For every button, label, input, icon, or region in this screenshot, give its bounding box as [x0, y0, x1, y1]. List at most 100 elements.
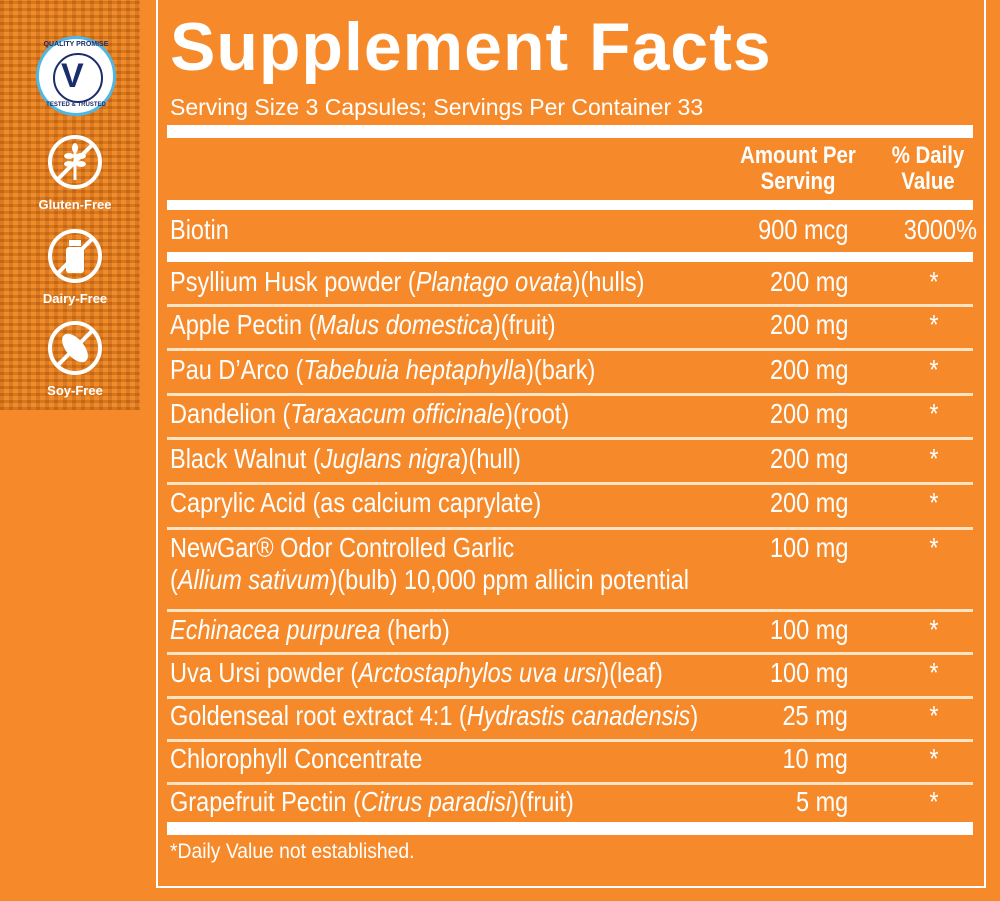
divider-bar: [167, 200, 973, 210]
dairy-free-label: Dairy-Free: [42, 291, 108, 306]
name-text: )(hulls): [572, 266, 645, 297]
row-divider: [167, 652, 973, 655]
daily-value: *: [929, 443, 939, 474]
row-divider: [167, 393, 973, 396]
name-text: ): [690, 700, 699, 731]
amount-per-serving: 100 mg: [769, 657, 848, 688]
amount-per-serving: 100 mg: [769, 614, 848, 645]
amount-per-serving: 200 mg: [769, 354, 848, 385]
divider-bar: [167, 125, 973, 138]
latin-name: Tabebuia heptaphylla: [303, 354, 527, 385]
ingredient-name: Chlorophyll Concentrate: [170, 743, 422, 775]
daily-value: *: [929, 354, 939, 385]
supplement-facts-panel: [156, 0, 986, 888]
ingredient-name: Caprylic Acid (as calcium caprylate): [170, 487, 541, 519]
quality-ring: [53, 53, 103, 103]
latin-name: Citrus paradisi: [360, 786, 512, 817]
row-divider: [167, 609, 973, 612]
gluten-free-badge: Gluten-Free: [30, 134, 120, 212]
row-divider: [167, 437, 973, 440]
dairy-free-badge: Dairy-Free: [30, 228, 120, 306]
name-text: (herb): [380, 614, 450, 645]
soy-free-badge: Soy-Free: [30, 320, 120, 398]
daily-value: *: [929, 309, 939, 340]
amount-per-serving: 200 mg: [769, 266, 848, 297]
amount-per-serving: 900 mcg: [757, 214, 848, 245]
name-text: )(fruit): [511, 786, 574, 817]
row-divider: [167, 782, 973, 785]
amount-per-serving: 200 mg: [769, 487, 848, 518]
latin-name: Echinacea purpurea: [170, 614, 381, 645]
row-divider: [167, 739, 973, 742]
footnote: *Daily Value not established.: [170, 840, 415, 863]
ingredient-name: Apple Pectin (Malus domestica)(fruit): [170, 309, 556, 341]
daily-value: *: [929, 614, 939, 645]
amount-per-serving: 25 mg: [782, 700, 848, 731]
ingredient-name: Uva Ursi powder (Arctostaphylos uva ursi…: [170, 657, 663, 689]
milk-bottle-crossed-icon: [48, 229, 102, 283]
latin-name: Malus domestica: [316, 309, 493, 340]
divider-bar: [167, 252, 973, 262]
quality-promise-badge: QUALITY PROMISE V TESTED & TRUSTED: [36, 36, 116, 116]
ingredient-name: Biotin: [170, 214, 229, 246]
amount-per-serving: 200 mg: [769, 398, 848, 429]
row-divider: [167, 482, 973, 485]
daily-value: *: [929, 657, 939, 688]
header-daily-value: % Daily Value: [891, 142, 965, 195]
name-text: Biotin: [170, 214, 229, 245]
amount-per-serving: 200 mg: [769, 309, 848, 340]
name-text: Dandelion (: [170, 398, 291, 429]
name-text: Caprylic Acid (as calcium caprylate): [170, 487, 542, 518]
row-divider: [167, 696, 973, 699]
name-text: Apple Pectin (: [170, 309, 317, 340]
divider-bar: [167, 822, 973, 835]
ingredient-name: Psyllium Husk powder (Plantago ovata)(hu…: [170, 266, 645, 298]
name-text: )(root): [505, 398, 570, 429]
soy-free-label: Soy-Free: [47, 383, 103, 398]
name-text: Uva Ursi powder (: [170, 657, 359, 688]
amount-per-serving: 10 mg: [782, 743, 848, 774]
daily-value: *: [929, 266, 939, 297]
name-text: )(hull): [460, 443, 521, 474]
ingredient-name: Grapefruit Pectin (Citrus paradisi)(frui…: [170, 786, 574, 818]
amount-per-serving: 200 mg: [769, 443, 848, 474]
header-amount: Amount Per Serving: [740, 142, 856, 195]
name-text: Goldenseal root extract 4:1 (: [170, 700, 467, 731]
daily-value: *: [929, 398, 939, 429]
name-text: Grapefruit Pectin (: [170, 786, 361, 817]
daily-value: *: [929, 487, 939, 518]
row-divider: [167, 527, 973, 530]
quality-top-text: QUALITY PROMISE: [43, 41, 109, 48]
latin-name: Juglans nigra: [320, 443, 461, 474]
name-text: )(leaf): [601, 657, 663, 688]
name-text: NewGar® Odor Controlled Garlic: [170, 532, 515, 563]
name-text: (: [170, 564, 178, 595]
ingredient-name: Pau D’Arco (Tabebuia heptaphylla)(bark): [170, 354, 595, 386]
name-text: Chlorophyll Concentrate: [170, 743, 423, 774]
soybean-crossed-icon: [48, 321, 102, 375]
ingredient-name: Dandelion (Taraxacum officinale)(root): [170, 398, 569, 430]
name-text: Pau D’Arco (: [170, 354, 304, 385]
gluten-free-label: Gluten-Free: [38, 197, 112, 212]
quality-bottom-text: TESTED & TRUSTED: [46, 102, 106, 108]
name-text: )(fruit): [492, 309, 556, 340]
daily-value: *: [929, 743, 939, 774]
row-divider: [167, 348, 973, 351]
latin-name: Arctostaphylos uva ursi: [358, 657, 602, 688]
row-divider: [167, 304, 973, 307]
ingredient-name: NewGar® Odor Controlled Garlic (Allium s…: [170, 532, 689, 596]
amount-per-serving: 100 mg: [769, 532, 848, 563]
daily-value: *: [929, 700, 939, 731]
daily-value: *: [929, 786, 939, 817]
daily-value: 3000%: [903, 214, 977, 245]
ingredient-name: Goldenseal root extract 4:1 (Hydrastis c…: [170, 700, 698, 732]
name-text: )(bulb) 10,000 ppm allicin potential: [329, 564, 689, 595]
daily-value: *: [929, 532, 939, 563]
name-text: Psyllium Husk powder (: [170, 266, 416, 297]
quality-v-icon: V: [61, 57, 84, 95]
latin-name: Plantago ovata: [415, 266, 573, 297]
ingredient-name: Black Walnut (Juglans nigra)(hull): [170, 443, 521, 475]
name-text: Black Walnut (: [170, 443, 321, 474]
panel-title: Supplement Facts: [170, 9, 772, 85]
latin-name: Hydrastis canadensis: [466, 700, 691, 731]
